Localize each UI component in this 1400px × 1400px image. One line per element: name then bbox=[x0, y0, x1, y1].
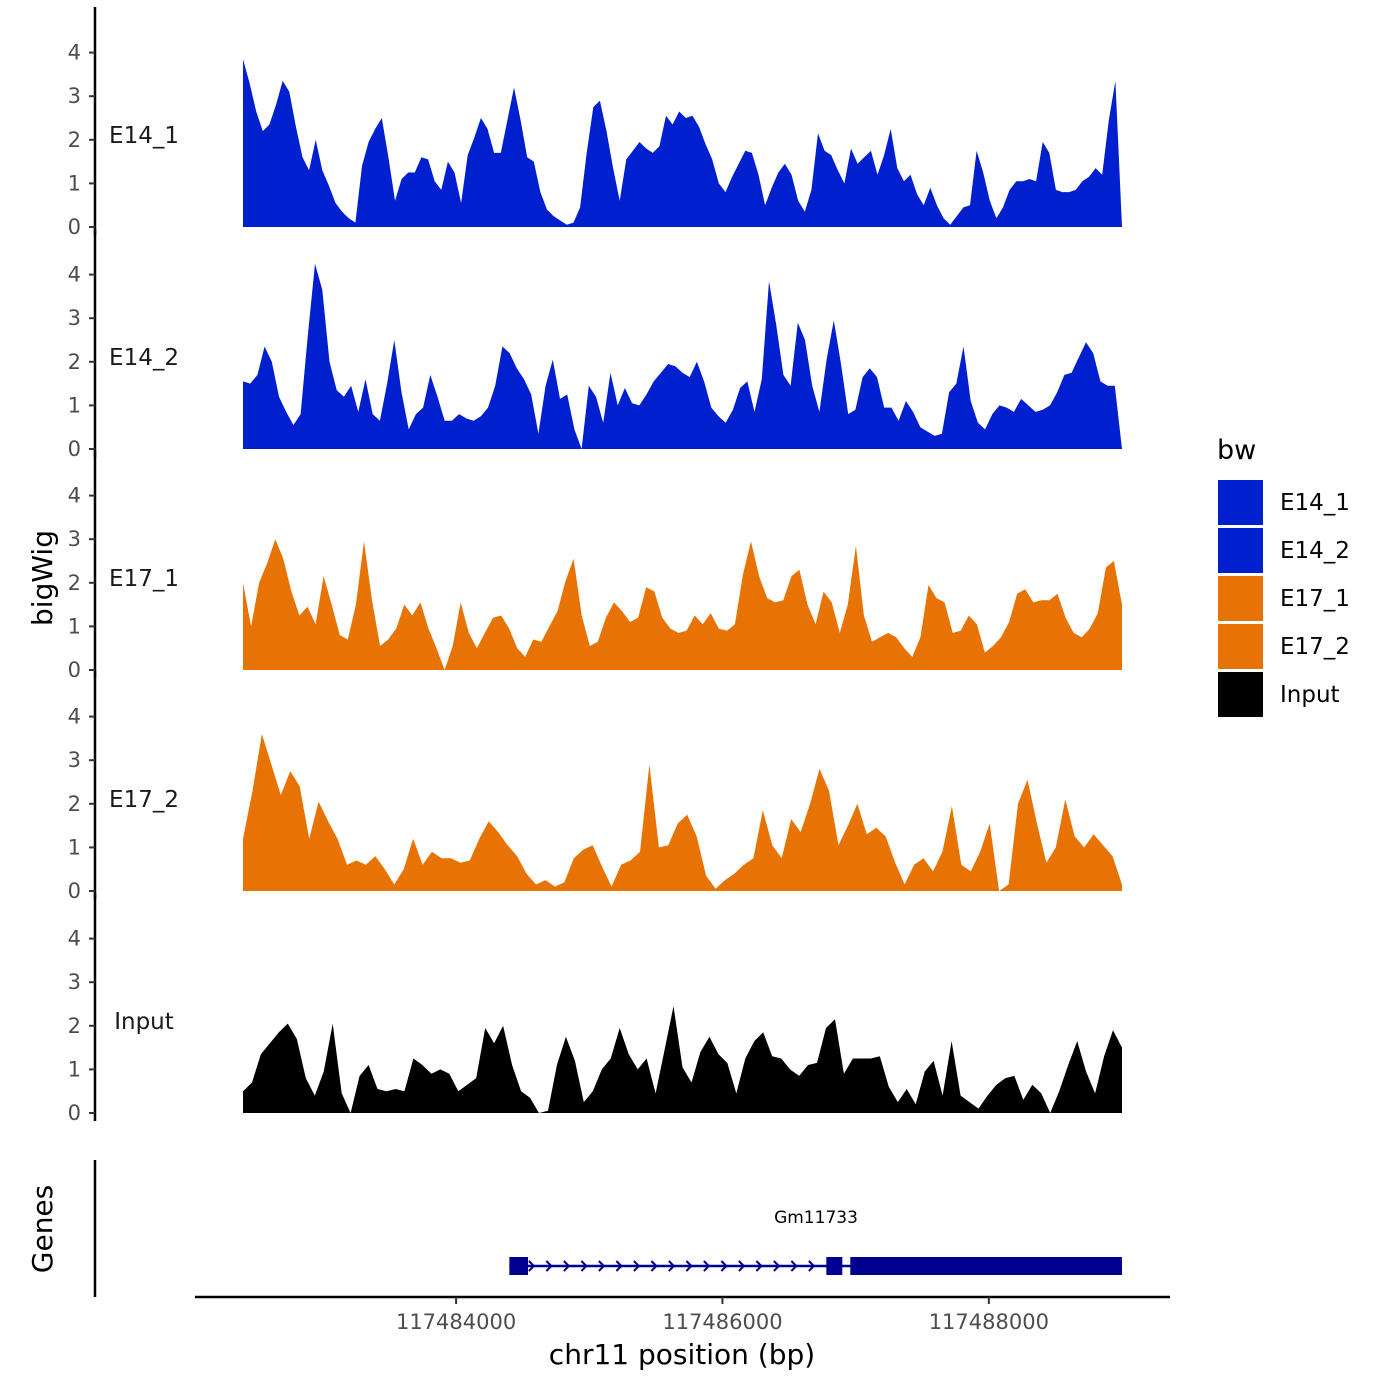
signal-area-input bbox=[243, 1006, 1122, 1113]
legend-label: E14_1 bbox=[1280, 490, 1350, 516]
legend-swatch bbox=[1218, 624, 1263, 669]
y-tick-label: 4 bbox=[68, 705, 81, 729]
y-tick-label: 3 bbox=[68, 970, 81, 994]
y-tick-label: 2 bbox=[68, 571, 81, 595]
strand-chevron bbox=[773, 1260, 781, 1272]
legend-label: E17_1 bbox=[1280, 586, 1350, 612]
x-tick-label: 117484000 bbox=[396, 1310, 516, 1334]
y-tick-label: 4 bbox=[68, 484, 81, 508]
y-tick-label: 2 bbox=[68, 792, 81, 816]
track-label: E14_1 bbox=[109, 123, 179, 149]
legend-item: E17_2 bbox=[1218, 624, 1350, 669]
track-label: E14_2 bbox=[109, 345, 179, 371]
genes-track-title: Genes bbox=[26, 1185, 59, 1273]
track-label: E17_1 bbox=[109, 566, 179, 592]
legend-label: Input bbox=[1280, 682, 1340, 708]
signal-area-e14_2 bbox=[243, 263, 1122, 449]
gene-exon bbox=[509, 1257, 529, 1275]
x-tick-label: 117488000 bbox=[929, 1310, 1049, 1334]
strand-chevron bbox=[685, 1260, 693, 1272]
strand-chevron bbox=[790, 1260, 798, 1272]
legend-swatch bbox=[1218, 576, 1263, 621]
track-e17_2: 0 1 2 3 4 E17_2 bbox=[68, 671, 1122, 903]
legend: bw E14_1 E14_2 E17_1 E17_2 Input bbox=[1217, 435, 1350, 717]
strand-chevron bbox=[650, 1260, 658, 1272]
strand-chevron bbox=[633, 1260, 641, 1272]
strand-chevron bbox=[615, 1260, 623, 1272]
y-tick-label: 4 bbox=[68, 41, 81, 65]
y-tick-label: 2 bbox=[68, 350, 81, 374]
y-tick-label: 2 bbox=[68, 1014, 81, 1038]
x-axis-title: chr11 position (bp) bbox=[549, 1338, 815, 1371]
y-tick-label: 1 bbox=[68, 614, 81, 638]
track-e14_1: 0 1 2 3 4 E14_1 bbox=[68, 7, 1122, 239]
strand-chevron bbox=[755, 1260, 763, 1272]
y-tick-label: 4 bbox=[68, 263, 81, 287]
legend-swatch bbox=[1218, 672, 1263, 717]
y-tick-label: 0 bbox=[68, 1101, 81, 1125]
y-tick-label: 0 bbox=[68, 437, 81, 461]
signal-area-e14_1 bbox=[243, 59, 1122, 227]
y-axis-title: bigWig bbox=[26, 530, 59, 626]
track-e17_1: 0 1 2 3 4 E17_1 bbox=[68, 450, 1122, 682]
y-tick-label: 0 bbox=[68, 879, 81, 903]
strand-chevron bbox=[738, 1260, 746, 1272]
legend-item: E17_1 bbox=[1218, 576, 1350, 621]
signal-area-e17_1 bbox=[243, 539, 1122, 670]
legend-label: E17_2 bbox=[1280, 634, 1350, 660]
strand-chevron bbox=[563, 1260, 571, 1272]
y-tick-label: 1 bbox=[68, 171, 81, 195]
legend-swatch bbox=[1218, 528, 1263, 573]
legend-title: bw bbox=[1217, 435, 1256, 466]
y-tick-label: 4 bbox=[68, 927, 81, 951]
x-tick-label: 117486000 bbox=[662, 1310, 782, 1334]
strand-chevron bbox=[598, 1260, 606, 1272]
legend-item: E14_1 bbox=[1218, 480, 1350, 525]
strand-chevron bbox=[720, 1260, 728, 1272]
signal-area-e17_2 bbox=[243, 734, 1122, 891]
gene-exon bbox=[850, 1257, 1122, 1275]
track-label: Input bbox=[114, 1009, 174, 1035]
y-tick-label: 1 bbox=[68, 835, 81, 859]
genes-track: Genes Gm11733 bbox=[26, 1160, 1122, 1297]
track-input: 0 1 2 3 4 Input bbox=[68, 893, 1122, 1125]
track-label: E17_2 bbox=[109, 787, 179, 813]
strand-chevron bbox=[703, 1260, 711, 1272]
signal-tracks: 0 1 2 3 4 E14_1 0 1 2 3 4 E14_2 0 1 2 3 4 E17_1 0 1 2 3 4 E17_2… bbox=[68, 7, 1122, 1125]
y-tick-label: 1 bbox=[68, 393, 81, 417]
y-tick-label: 0 bbox=[68, 658, 81, 682]
strand-chevron bbox=[668, 1260, 676, 1272]
strand-chevron bbox=[808, 1260, 816, 1272]
legend-swatch bbox=[1218, 480, 1263, 525]
y-tick-label: 2 bbox=[68, 128, 81, 152]
gene-name-label: Gm11733 bbox=[774, 1208, 858, 1228]
strand-chevron bbox=[580, 1260, 588, 1272]
gene-exon bbox=[826, 1257, 843, 1275]
track-e14_2: 0 1 2 3 4 E14_2 bbox=[68, 229, 1122, 461]
legend-label: E14_2 bbox=[1280, 538, 1350, 564]
legend-item: Input bbox=[1218, 672, 1340, 717]
y-tick-label: 3 bbox=[68, 84, 81, 108]
x-axis: 117484000 117486000 117488000 bbox=[195, 1295, 1170, 1334]
y-tick-label: 3 bbox=[68, 527, 81, 551]
y-tick-label: 0 bbox=[68, 215, 81, 239]
y-tick-label: 3 bbox=[68, 748, 81, 772]
y-tick-label: 1 bbox=[68, 1057, 81, 1081]
strand-chevron bbox=[545, 1260, 553, 1272]
y-tick-label: 3 bbox=[68, 306, 81, 330]
legend-item: E14_2 bbox=[1218, 528, 1350, 573]
strand-chevron bbox=[528, 1260, 536, 1272]
